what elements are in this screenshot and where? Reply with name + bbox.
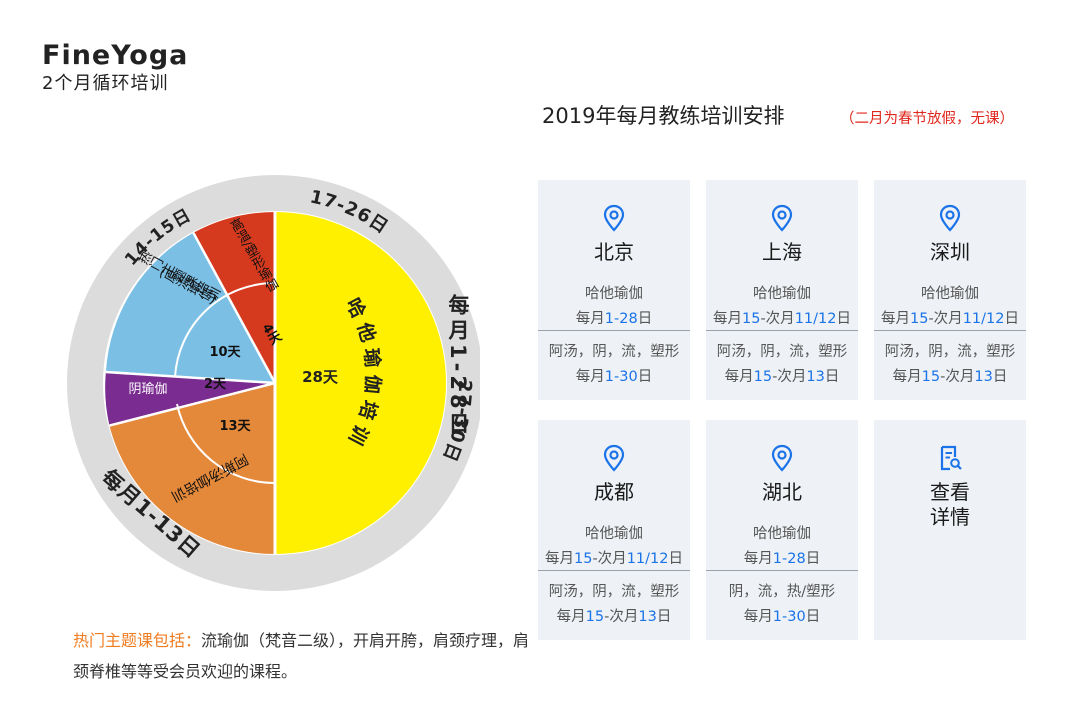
footer-highlight: 热门主题课包括： [73, 631, 202, 650]
training-wheel: 27-30日 17-26日 14-15日 每月1-13日 每月1-28日 哈他瑜… [67, 175, 480, 591]
card-divider [706, 570, 858, 571]
city-name: 深圳 [930, 240, 970, 264]
divider [109, 381, 276, 427]
city-name: 湖北 [762, 480, 802, 504]
course-date-2: 每月15-次月13日 [724, 369, 840, 385]
segment-ashtanga [109, 383, 276, 554]
course-name: 哈他瑜伽 [585, 526, 643, 542]
course-date: 每月15-次月11/12日 [881, 311, 1019, 327]
city-card-chengdu[interactable]: 成都 哈他瑜伽 每月15-次月11/12日 阿汤，阴，流，塑形 每月15-次月1… [538, 420, 690, 640]
document-search-icon [940, 445, 962, 471]
city-card-beijing[interactable]: 北京 哈他瑜伽 每月1-28日 阿汤，阴，流，塑形 每月1-30日 [538, 180, 690, 400]
footer-text: 流瑜伽（梵音二级），开肩开胯，肩颈疗理，肩颈脊椎等等受会员欢迎的课程。 [73, 631, 530, 681]
course-name-2: 阿汤，阴，流，塑形 [884, 344, 1016, 360]
brand-subtitle: 2个月循环培训 [42, 73, 169, 94]
course-name: 哈他瑜伽 [921, 286, 979, 302]
days-hatha: 28天 [302, 368, 339, 386]
course-name-2: 阿汤，阴，流，塑形 [716, 344, 848, 360]
card-divider [706, 330, 858, 331]
segment-yin [105, 372, 275, 426]
outer-label-d1-28: 每月1-28日 [446, 293, 471, 437]
page-title: 2019年每月教练培训安排 [542, 104, 785, 128]
days-yin: 2天 [204, 377, 227, 392]
city-card-hubei[interactable]: 湖北 哈他瑜伽 每月1-28日 阴，流，热/塑形 每月1-30日 [706, 420, 858, 640]
segment-hatha [275, 212, 446, 554]
inner-ring-top [174, 281, 276, 378]
location-pin-icon [771, 204, 793, 232]
holiday-note: （二月为春节放假，无课） [840, 111, 1014, 127]
segment-flow [105, 232, 276, 383]
course-date: 每月1-28日 [575, 311, 653, 327]
city-card-shenzhen[interactable]: 深圳 哈他瑜伽 每月15-次月11/12日 阿汤，阴，流，塑形 每月15-次月1… [874, 180, 1026, 400]
location-pin-icon [603, 444, 625, 472]
card-divider [874, 330, 1026, 331]
city-card-shanghai[interactable]: 上海 哈他瑜伽 每月15-次月11/12日 阿汤，阴，流，塑形 每月15-次月1… [706, 180, 858, 400]
city-name: 成都 [594, 480, 634, 504]
divider [105, 370, 276, 385]
course-name-2: 阴，流，热/塑形 [728, 584, 836, 600]
days-ashtanga: 13天 [219, 419, 251, 434]
city-name: 北京 [594, 240, 634, 264]
course-name: 哈他瑜伽 [753, 286, 811, 302]
course-date: 每月15-次月11/12日 [545, 551, 683, 567]
location-pin-icon [771, 444, 793, 472]
segment-label-yin: 阴瑜伽 [128, 382, 167, 397]
card-divider [538, 570, 690, 571]
course-date-2: 每月1-30日 [575, 369, 653, 385]
view-details-card[interactable]: 查看 详情 [874, 420, 1026, 640]
brand: FineYoga 2个月循环培训 [42, 40, 188, 96]
footer-note: 热门主题课包括：流瑜伽（梵音二级），开肩开胯，肩颈疗理，肩颈脊椎等等受会员欢迎的… [73, 625, 533, 687]
course-name-2: 阿汤，阴，流，塑形 [548, 344, 680, 360]
inner-ring-bottom [176, 403, 276, 485]
course-date-2: 每月15-次月13日 [556, 609, 672, 625]
location-pin-icon [939, 204, 961, 232]
brand-name: FineYoga [42, 40, 189, 71]
course-date: 每月15-次月11/12日 [713, 311, 851, 327]
days-flow: 10天 [209, 345, 241, 360]
divider [192, 232, 277, 384]
course-name-2: 阿汤，阴，流，塑形 [548, 584, 680, 600]
view-details-label: 查看 详情 [930, 480, 970, 529]
course-name: 哈他瑜伽 [585, 286, 643, 302]
course-date: 每月1-28日 [743, 551, 821, 567]
location-pin-icon [603, 204, 625, 232]
course-date-2: 每月1-30日 [743, 609, 821, 625]
city-name: 上海 [762, 240, 802, 264]
course-name: 哈他瑜伽 [753, 526, 811, 542]
course-date-2: 每月15-次月13日 [892, 369, 1008, 385]
card-divider [538, 330, 690, 331]
segment-hot [193, 212, 275, 383]
